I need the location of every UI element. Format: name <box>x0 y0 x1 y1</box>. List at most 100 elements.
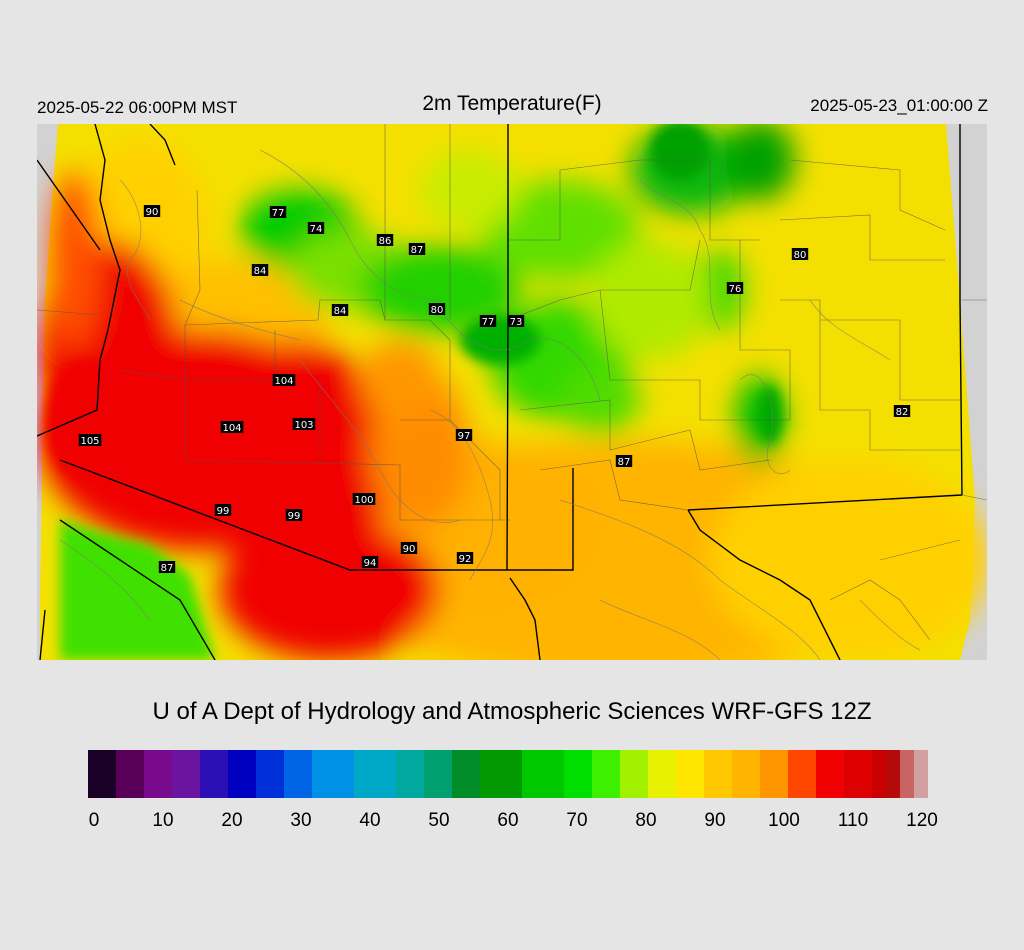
colorbar-segment <box>844 750 873 798</box>
county-boundaries <box>37 124 987 641</box>
colorbar-segment <box>872 750 887 798</box>
temperature-colorbar <box>88 750 928 798</box>
colorbar-tick-label: 90 <box>704 810 726 831</box>
svg-text:94: 94 <box>364 558 377 569</box>
station-label: 99 <box>285 509 303 522</box>
colorbar-segment <box>228 750 257 798</box>
station-label: 104 <box>220 421 244 434</box>
colorbar-segment <box>676 750 705 798</box>
colorbar-segment <box>704 750 733 798</box>
colorbar-segment <box>396 750 425 798</box>
svg-text:99: 99 <box>288 511 301 522</box>
station-label: 104 <box>272 374 296 387</box>
svg-text:84: 84 <box>334 306 347 317</box>
svg-text:80: 80 <box>431 305 444 316</box>
svg-text:87: 87 <box>618 457 631 468</box>
svg-text:86: 86 <box>379 236 392 247</box>
svg-text:92: 92 <box>459 554 472 565</box>
colorbar-segment <box>592 750 621 798</box>
svg-text:87: 87 <box>161 563 174 574</box>
colorbar-segment <box>354 750 397 798</box>
station-label: 92 <box>456 552 474 565</box>
station-label: 74 <box>307 222 325 235</box>
svg-text:87: 87 <box>411 245 424 256</box>
svg-text:76: 76 <box>729 284 742 295</box>
colorbar-segment <box>144 750 173 798</box>
station-label: 84 <box>331 304 349 317</box>
colorbar-segment <box>522 750 565 798</box>
station-label: 87 <box>615 455 633 468</box>
temperature-map: 90 77 74 86 87 84 80 76 84 80 77 73 104 82 104 103 105 97… <box>37 124 987 660</box>
station-label: 84 <box>251 264 269 277</box>
colorbar-segment <box>312 750 355 798</box>
colorbar-tick-label: 30 <box>290 810 312 831</box>
colorbar-segment <box>88 750 117 798</box>
colorbar-tick-label: 110 <box>837 810 869 831</box>
colorbar-tick-label: 70 <box>566 810 588 831</box>
colorbar-segment <box>424 750 453 798</box>
colorbar-segment <box>452 750 481 798</box>
temperature-field <box>37 124 987 660</box>
colorbar-tick-label: 20 <box>221 810 243 831</box>
svg-text:90: 90 <box>403 544 416 555</box>
colorbar-tick-label: 100 <box>768 810 800 831</box>
colorbar-tick-label: 10 <box>152 810 174 831</box>
station-label: 100 <box>352 493 376 506</box>
valid-time-utc: 2025-05-23_01:00:00 Z <box>810 96 988 115</box>
station-label: 97 <box>455 429 473 442</box>
svg-text:80: 80 <box>794 250 807 261</box>
colorbar-tick-label: 50 <box>428 810 450 831</box>
colorbar-segment <box>116 750 145 798</box>
svg-text:73: 73 <box>510 317 523 328</box>
colorbar-segment <box>648 750 677 798</box>
station-label: 87 <box>158 561 176 574</box>
colorbar-tick-label: 0 <box>88 810 100 831</box>
model-credit: U of A Dept of Hydrology and Atmospheric… <box>152 698 872 725</box>
station-label: 80 <box>791 248 809 261</box>
station-label: 76 <box>726 282 744 295</box>
svg-text:99: 99 <box>217 506 230 517</box>
station-label: 82 <box>893 405 911 418</box>
svg-text:84: 84 <box>254 266 267 277</box>
colorbar-segment <box>172 750 201 798</box>
colorbar-segment <box>256 750 285 798</box>
colorbar-segment <box>480 750 523 798</box>
svg-text:82: 82 <box>896 407 909 418</box>
valid-time-local: 2025-05-22 06:00PM MST <box>37 98 238 117</box>
colorbar-segment <box>914 750 928 798</box>
colorbar-segment <box>200 750 229 798</box>
colorbar-segment <box>816 750 845 798</box>
map-title: 2m Temperature(F) <box>422 92 602 115</box>
station-label: 90 <box>400 542 418 555</box>
svg-text:103: 103 <box>294 420 313 431</box>
colorbar-segment <box>886 750 901 798</box>
station-label: 94 <box>361 556 379 569</box>
station-label: 103 <box>292 418 316 431</box>
svg-text:104: 104 <box>222 423 241 434</box>
station-label: 99 <box>214 504 232 517</box>
isotherm-contours <box>59 149 921 660</box>
station-label: 90 <box>143 205 161 218</box>
svg-text:77: 77 <box>272 208 285 219</box>
colorbar-tick-label: 80 <box>635 810 657 831</box>
station-label: 77 <box>479 315 497 328</box>
colorbar-segment <box>900 750 915 798</box>
colorbar-tick-label: 40 <box>359 810 381 831</box>
station-labels: 90 77 74 86 87 84 80 76 84 80 77 73 104 82 104 103 105 97… <box>78 205 911 574</box>
colorbar-tick-label: 60 <box>497 810 519 831</box>
station-label: 77 <box>269 206 287 219</box>
svg-text:74: 74 <box>310 224 323 235</box>
colorbar-segment <box>620 750 649 798</box>
svg-text:97: 97 <box>458 431 471 442</box>
svg-text:105: 105 <box>80 436 99 447</box>
svg-text:100: 100 <box>354 495 373 506</box>
colorbar-segment <box>788 750 817 798</box>
station-label: 80 <box>428 303 446 316</box>
svg-text:77: 77 <box>482 317 495 328</box>
station-label: 86 <box>376 234 394 247</box>
svg-text:90: 90 <box>146 207 159 218</box>
station-label: 73 <box>507 315 525 328</box>
svg-text:104: 104 <box>274 376 293 387</box>
colorbar-segment <box>564 750 593 798</box>
colorbar-segment <box>732 750 761 798</box>
